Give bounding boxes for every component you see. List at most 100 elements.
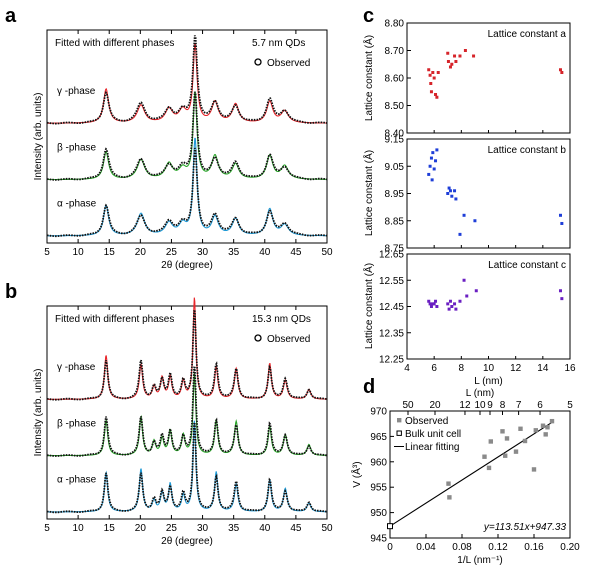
fit-equation: y=113.51x+947.33 (483, 522, 567, 533)
lattice-point (462, 278, 466, 282)
panel-title: Fitted with different phases (55, 38, 174, 49)
panel-title: Fitted with different phases (55, 314, 174, 325)
x-tick-label: 6 (431, 363, 437, 374)
panel-letter-a: a (5, 5, 17, 27)
lattice-point (429, 90, 433, 94)
lattice-point (560, 297, 564, 301)
lattice-point (429, 305, 433, 308)
lattice-point (448, 189, 452, 193)
x-tick-label: 4 (404, 363, 410, 374)
legend-fit: Linear fitting (405, 442, 459, 453)
lattice-point (428, 302, 432, 306)
lattice-point (428, 164, 432, 168)
lattice-panel-c: 8.40 8.50 8.60 8.70 8.80 Lattice constant a 8.… (362, 19, 576, 388)
volume-panel-d: 0 0.04 0.08 0.12 0.16 0.209459509559609659705… (350, 388, 580, 565)
x-tick-label: 35 (228, 247, 240, 258)
x-axis-label: 2θ (degree) (161, 260, 213, 271)
observed-point (540, 423, 546, 428)
lattice-point (434, 299, 438, 303)
series-label: β -phase (57, 418, 97, 429)
observed-point (500, 429, 505, 434)
observed-curve (47, 147, 328, 238)
y-tick-label: 8.70 (385, 46, 405, 57)
observed-point (488, 439, 493, 444)
legend-observed-marker (254, 334, 262, 342)
xrd-panel-b: 5 10 15 20 25 30 35 40 45 50 2θ (degree) Intensity … (33, 297, 333, 547)
lattice-point (458, 232, 462, 236)
lattice-point (447, 186, 451, 190)
panel-letter-d: d (363, 376, 375, 398)
y-tick-label: 8.40 (385, 129, 405, 140)
y-axis-label-b: Lattice constant (Å) (362, 150, 375, 236)
y-axis-label: Intensity (arb. units) (33, 369, 44, 457)
lattice-point (429, 82, 433, 85)
x-tick-label: 25 (166, 523, 178, 534)
size-annotation: 15.3 nm QDs (252, 314, 311, 325)
x-tick-label: 10 (73, 247, 85, 258)
lattice-point (453, 189, 457, 193)
y-tick-label: 965 (370, 432, 387, 443)
plot-frame (46, 29, 328, 244)
lattice-point (453, 54, 457, 58)
x-tick-label: 16 (564, 363, 576, 374)
y-tick-label: 8.75 (385, 244, 405, 255)
lattice-point (474, 289, 478, 293)
lattice-point (431, 71, 435, 74)
y-tick-label: 12.25 (379, 355, 404, 366)
x-tick-label: 0 (387, 542, 393, 553)
lattice-point (435, 305, 439, 308)
x-tick-label: 0.08 (452, 542, 472, 553)
x-tick-label: 50 (321, 523, 333, 534)
x-tick-label: 0.04 (416, 542, 436, 553)
bulk-point (387, 523, 393, 530)
observed-curve (47, 35, 328, 125)
subplot-title: Lattice constant b (488, 145, 567, 156)
subplot-title: Lattice constant a (488, 29, 567, 40)
lattice-point (448, 65, 452, 69)
observed-point (447, 495, 452, 500)
lattice-point (560, 71, 564, 74)
series-label: γ -phase (57, 362, 96, 373)
xrd-panel-a: 5 10 15 20 25 30 35 40 45 50 2θ (degree) Intensity … (33, 29, 333, 271)
y-tick-label: 12.35 (379, 328, 404, 339)
x-tick-label: 25 (166, 247, 178, 258)
y-tick-label: 8.85 (385, 216, 405, 227)
x-tick-label: 5 (44, 523, 50, 534)
x-tick-label: 40 (259, 523, 271, 534)
y-tick-label: 955 (370, 483, 387, 494)
legend-observed-label: Observed (267, 334, 310, 345)
observed-point (503, 453, 508, 458)
legend-observed: Observed (405, 416, 448, 427)
lattice-point (434, 93, 438, 96)
legend-observed-marker (254, 58, 262, 66)
fit-curve (47, 91, 327, 181)
top-tick-label: 10 (474, 400, 486, 411)
y-tick-label: 12.55 (379, 276, 404, 287)
lattice-point (458, 299, 462, 303)
x-axis-label: 2θ (degree) (161, 536, 213, 547)
lattice-point (458, 54, 462, 58)
y-tick-label: 8.60 (385, 74, 405, 85)
x-axis-label: L (nm) (474, 376, 503, 387)
lattice-point (446, 192, 450, 195)
x-tick-label: 45 (290, 523, 302, 534)
y-tick-label: 8.80 (385, 19, 405, 30)
lattice-point (428, 73, 432, 77)
x-tick-label: 10 (483, 363, 495, 374)
lattice-point (453, 302, 457, 306)
lattice-point (435, 95, 439, 99)
y-axis-label: V (Å³) (350, 461, 363, 487)
x-tick-label: 20 (135, 247, 147, 258)
observed-curve (46, 422, 328, 514)
observed-point (545, 425, 550, 430)
lattice-point (472, 54, 476, 58)
lattice-point (450, 62, 454, 66)
y-tick-label: 12.65 (379, 250, 404, 261)
x-tick-label: 30 (197, 523, 209, 534)
fit-curve (47, 43, 327, 124)
x-tick-label: 40 (259, 247, 271, 258)
y-axis-label-c: Lattice constant (Å) (362, 263, 375, 349)
fit-line (389, 420, 555, 527)
x-tick-label: 50 (321, 247, 333, 258)
